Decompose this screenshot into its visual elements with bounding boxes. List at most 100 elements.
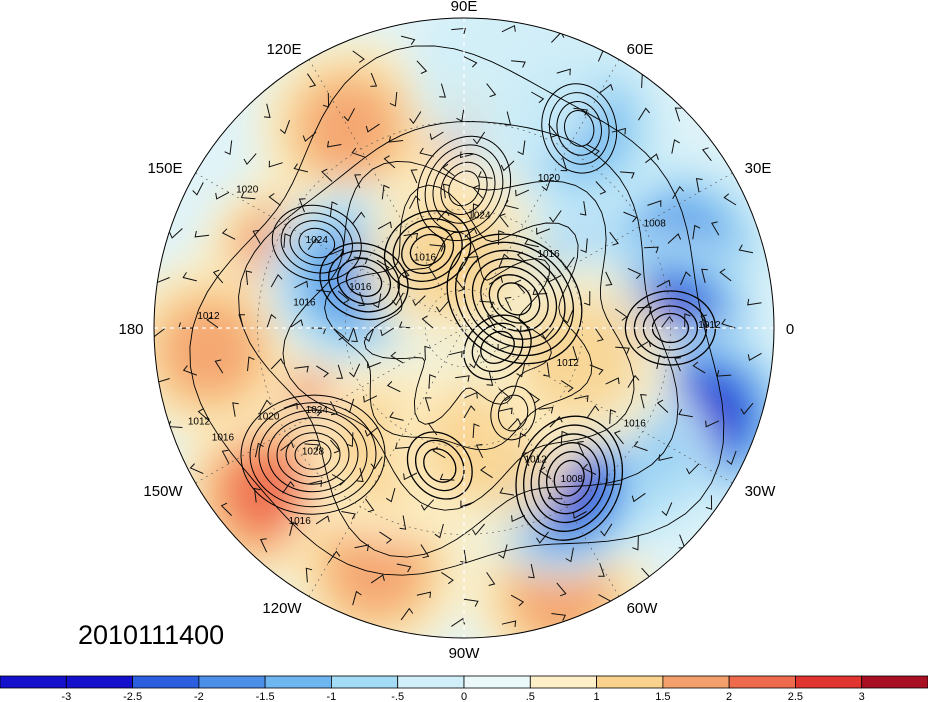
wind-barb-254: [547, 275, 562, 283]
wind-barb-32: [263, 103, 271, 118]
wind-barb-86: [631, 492, 646, 503]
wind-barb-201: [403, 472, 418, 481]
wind-barb-222: [336, 364, 344, 379]
wind-barb-179: [577, 441, 585, 456]
wind-barb-66: [370, 72, 378, 87]
colorbar-tick-label-9: 1.5: [655, 691, 670, 702]
wind-barb-279: [380, 327, 395, 337]
wind-barb-47: [510, 594, 525, 607]
colorbar-tick-label-4: -1: [327, 691, 337, 702]
wind-barb-31: [306, 73, 317, 88]
wind-barb-273: [516, 251, 529, 265]
wind-barb-128: [586, 144, 600, 156]
colorbar-box-1: [65, 675, 134, 689]
wind-barb-248: [472, 423, 480, 439]
wind-barb-48: [556, 582, 567, 597]
temperature-anomaly-field: [154, 18, 774, 638]
wind-barb-53: [705, 420, 720, 428]
isobar-3-2: [556, 101, 602, 156]
wind-barb-82: [486, 572, 496, 586]
wind-barb-94: [645, 153, 659, 164]
isobar-1-3: [432, 153, 496, 224]
isobar-10-2: [401, 225, 455, 275]
wind-barb-190: [419, 147, 434, 157]
wind-barb-180: [609, 409, 617, 424]
wind-barb-137: [252, 229, 261, 244]
wind-barb-209: [614, 308, 628, 321]
longitude-label-60w: 60W: [627, 600, 659, 617]
isobar-6-6: [515, 415, 624, 541]
wind-barb-122: [674, 357, 681, 372]
wind-barb-108: [247, 356, 255, 372]
wind-barb-149: [547, 492, 563, 500]
isobar-5-1: [497, 282, 532, 316]
wind-barb-89: [692, 361, 706, 374]
colorbar-tick-label-11: 2.5: [788, 691, 803, 702]
wind-barb-17: [740, 402, 754, 415]
isobar-3-4: [541, 83, 618, 174]
colorbar-tick-label-1: -2.5: [123, 691, 142, 702]
wind-barb-30: [352, 50, 365, 63]
wind-barb-8: [400, 607, 414, 621]
wind-barb-49: [598, 562, 605, 577]
wind-barb-165: [321, 168, 333, 182]
wind-barb-50: [632, 535, 639, 551]
contour-label-4: 1024: [306, 235, 329, 246]
wind-barb-198: [329, 401, 338, 416]
wind-barb-72: [182, 272, 197, 282]
wind-barb-22: [701, 147, 712, 162]
wind-barb-134: [327, 140, 342, 148]
wind-barb-197: [316, 365, 330, 378]
wind-barb-60: [637, 107, 650, 121]
contour-label-1: 1024: [468, 211, 491, 222]
wind-barb-235: [536, 227, 551, 235]
wind-barb-292: [424, 345, 431, 361]
wind-barb-278: [372, 293, 382, 309]
contour-label-7: 1016: [293, 298, 316, 309]
wind-barb-263: [363, 327, 375, 342]
wind-barb-124: [680, 271, 691, 286]
wind-barb-7: [352, 590, 362, 606]
wind-barb-282: [463, 391, 478, 399]
colorbar-box-3: [198, 675, 266, 689]
wind-barb-229: [549, 416, 563, 428]
wind-barb-147: [472, 523, 485, 536]
wind-barb-185: [609, 231, 619, 246]
wind-barb-228: [518, 432, 527, 448]
colorbar-tick-label-2: -2: [194, 691, 204, 702]
contour-label-16: 1012: [188, 417, 211, 428]
isobar-8-4: [319, 242, 409, 321]
wind-barb-139: [266, 313, 277, 329]
wind-barb-91: [701, 268, 708, 284]
wind-barb-214: [477, 171, 493, 179]
wind-barb-175: [420, 499, 435, 511]
wind-barb-135: [293, 163, 309, 173]
wind-barb-199: [346, 432, 354, 448]
wind-barb-234: [562, 256, 575, 270]
wind-barb-207: [605, 377, 620, 385]
longitude-label-60e: 60E: [627, 41, 654, 58]
wind-barb-249: [507, 418, 522, 430]
wind-barb-120: [633, 440, 648, 452]
colorbar-tick-label-6: 0: [461, 691, 467, 702]
contour-label-3: 1008: [644, 219, 667, 230]
wind-barb-252: [570, 346, 578, 361]
wind-barb-33: [224, 140, 233, 156]
wind-barb-154: [660, 315, 674, 329]
wind-barb-217: [381, 184, 390, 200]
wind-barb-189: [460, 151, 475, 159]
wind-barb-260: [376, 259, 390, 272]
wind-barb-243: [351, 327, 358, 343]
isobar-9-1: [480, 330, 515, 365]
wind-barb-276: [429, 244, 445, 252]
colorbar-tick-label-0: -3: [61, 691, 71, 702]
wind-barb-218: [352, 211, 366, 224]
wind-barb-103: [268, 160, 283, 168]
wind-barb-45: [416, 591, 432, 599]
contour-label-17: 1012: [524, 455, 547, 466]
colorbar-box-2: [132, 675, 200, 689]
wind-barb-112: [341, 511, 356, 520]
wind-barb-75: [232, 402, 239, 417]
wind-barb-291: [398, 321, 414, 329]
contour-label-5: 1020: [236, 185, 259, 196]
